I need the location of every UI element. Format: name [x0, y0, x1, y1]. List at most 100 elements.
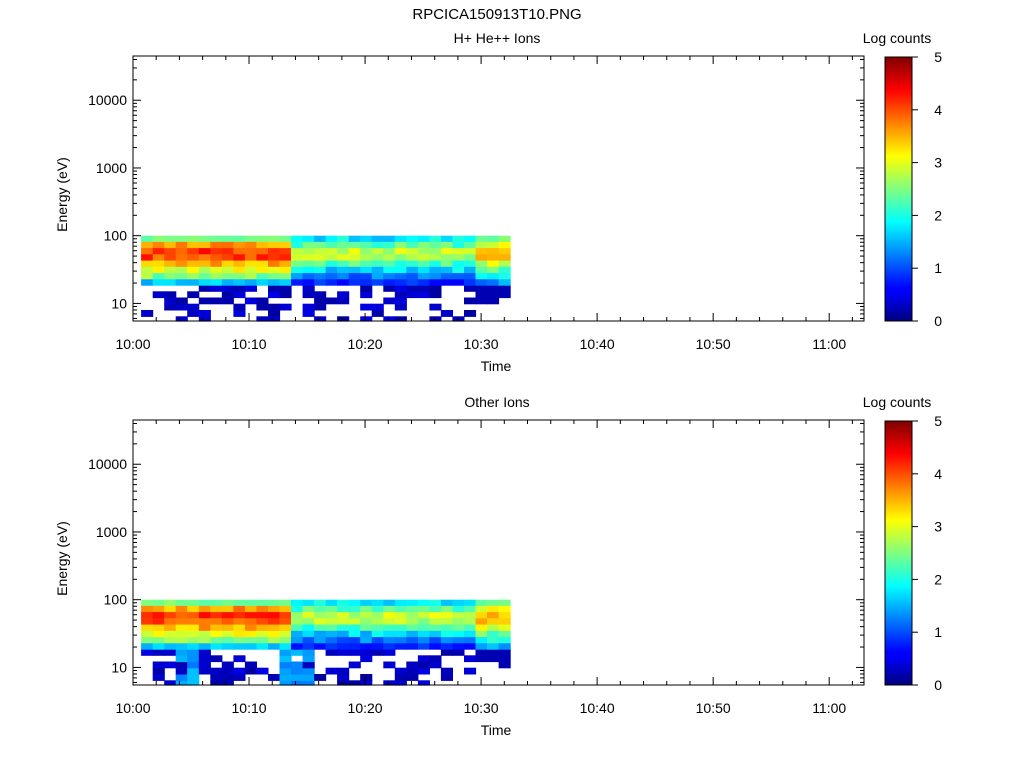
heatmap-cell: [244, 253, 257, 261]
heatmap-cell: [452, 636, 465, 644]
heatmap-cell: [383, 253, 396, 261]
heatmap-cell: [487, 599, 500, 606]
heatmap-cell: [302, 266, 315, 274]
heatmap-cell: [175, 316, 188, 322]
heatmap-cell: [210, 241, 223, 249]
heatmap-cell: [406, 278, 419, 286]
heatmap-cell: [429, 655, 442, 663]
heatmap-cell: [452, 260, 465, 267]
heatmap-cell: [464, 272, 477, 280]
heatmap-cell: [302, 667, 315, 675]
heatmap-cell: [279, 617, 292, 625]
heatmap-cell: [487, 247, 500, 255]
heatmap-cell: [498, 605, 511, 613]
heatmap-cell: [383, 636, 396, 644]
heatmap-cell: [210, 642, 223, 650]
heatmap-cell: [417, 611, 430, 619]
heatmap-cell: [291, 680, 304, 686]
heatmap-cell: [256, 316, 269, 322]
heatmap-cell: [337, 260, 350, 267]
heatmap-cell: [302, 247, 315, 255]
heatmap-cell: [256, 241, 269, 249]
heatmap-cell: [175, 667, 188, 675]
heatmap-cell: [279, 285, 292, 292]
heatmap-cell: [487, 655, 500, 663]
heatmap-cell: [383, 266, 396, 274]
heatmap-cell: [475, 241, 488, 249]
heatmap-cell: [175, 303, 188, 311]
heatmap-cell: [187, 253, 200, 261]
heatmap-cell: [440, 235, 453, 242]
heatmap-cell: [383, 624, 396, 631]
heatmap-cell: [429, 260, 442, 267]
heatmap-cell: [187, 310, 200, 317]
heatmap-cell: [141, 599, 154, 606]
heatmap-cell: [394, 241, 407, 249]
colorbar-tick-label: 0: [934, 313, 942, 329]
heatmap-cell: [464, 297, 477, 305]
heatmap-cell: [452, 253, 465, 261]
x-axis: 10:00 10:10 10:20 10:30 10:40 10:50 11:00 Time: [115, 56, 853, 374]
x-axis-label: Time: [481, 722, 512, 738]
heatmap-cell: [210, 253, 223, 261]
heatmap-cell: [187, 605, 200, 613]
heatmap-cell: [440, 605, 453, 613]
heatmap-cell: [141, 630, 154, 638]
heatmap-cell: [291, 624, 304, 631]
heatmap-cell: [487, 642, 500, 650]
heatmap-cell: [464, 253, 477, 261]
heatmap-cell: [348, 605, 361, 613]
heatmap-cell: [394, 674, 407, 681]
heatmap-cell: [337, 266, 350, 274]
heatmap-cell: [233, 655, 246, 663]
heatmap-cell: [175, 235, 188, 242]
heatmap-cell: [244, 260, 257, 267]
heatmap-cell: [198, 636, 211, 644]
heatmap-cell: [498, 624, 511, 631]
heatmap-cell: [279, 241, 292, 249]
heatmap-cell: [498, 278, 511, 286]
colorbar-tick-label: 5: [934, 413, 942, 429]
heatmap-cell: [233, 253, 246, 261]
heatmap-cell: [233, 247, 246, 255]
heatmap-cell: [279, 680, 292, 686]
heatmap-cell: [152, 253, 165, 261]
heatmap-cell: [383, 285, 396, 292]
heatmap-cell: [464, 667, 477, 675]
heatmap-cell: [314, 605, 327, 613]
heatmap-cell: [383, 605, 396, 613]
heatmap-cell: [291, 605, 304, 613]
x-tick-label: 10:00: [115, 700, 150, 716]
heatmap-cell: [348, 278, 361, 286]
heatmap-cell: [256, 260, 269, 267]
heatmap-cell: [360, 316, 373, 322]
heatmap-cell: [233, 617, 246, 625]
heatmap-cell: [429, 599, 442, 606]
heatmap-cell: [475, 272, 488, 280]
heatmap-cell: [291, 599, 304, 606]
heatmap-cell: [210, 260, 223, 267]
heatmap-cell: [394, 617, 407, 625]
heatmap-cell: [487, 649, 500, 656]
heatmap-cell: [221, 272, 234, 280]
heatmap-cell: [464, 605, 477, 613]
x-tick-label: 11:00: [812, 336, 846, 352]
heatmap-cell: [498, 630, 511, 638]
heatmap-cell: [440, 310, 453, 317]
heatmap-cell: [464, 241, 477, 249]
heatmap-cell: [498, 266, 511, 274]
y-tick-label: 100: [104, 228, 128, 244]
heatmap-cell: [221, 247, 234, 255]
heatmap-cell: [406, 272, 419, 280]
heatmap-cell: [164, 661, 177, 669]
heatmap-cell: [429, 636, 442, 644]
heatmap-cell: [268, 611, 281, 619]
heatmap-cell: [256, 297, 269, 305]
heatmap-cell: [164, 617, 177, 625]
heatmap-cell: [383, 241, 396, 249]
colorbar-tick-label: 3: [934, 155, 942, 171]
heatmap-cell: [325, 630, 338, 638]
heatmap-cell: [429, 278, 442, 286]
heatmap-cell: [164, 266, 177, 274]
